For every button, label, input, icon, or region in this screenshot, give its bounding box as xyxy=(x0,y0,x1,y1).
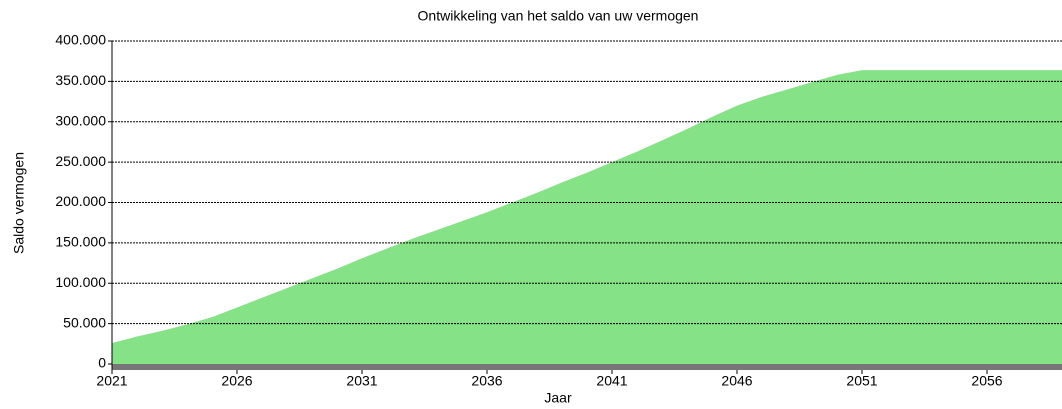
y-tick-label: 300.000 xyxy=(55,112,106,128)
y-tick-label: 350.000 xyxy=(55,72,106,88)
y-tick-label: 250.000 xyxy=(55,153,106,169)
x-tick-label: 2026 xyxy=(221,373,252,389)
chart-title: Ontwikkeling van het saldo van uw vermog… xyxy=(418,8,699,24)
y-tick-label: 100.000 xyxy=(55,274,106,290)
x-tick-label: 2021 xyxy=(96,373,127,389)
y-tick-label: 150.000 xyxy=(55,234,106,250)
x-axis-band xyxy=(112,364,1062,370)
x-tick-label: 2031 xyxy=(346,373,377,389)
x-tick-label: 2036 xyxy=(471,373,502,389)
x-tick-label: 2046 xyxy=(721,373,752,389)
x-tick-label: 2051 xyxy=(846,373,877,389)
x-tick-label: 2041 xyxy=(596,373,627,389)
area xyxy=(112,70,1062,364)
y-tick-label: 200.000 xyxy=(55,193,106,209)
y-tick-label: 50.000 xyxy=(63,314,106,330)
y-tick-label: 400.000 xyxy=(55,32,106,48)
y-tick-label: 0 xyxy=(98,355,106,371)
x-tick-label: 2056 xyxy=(971,373,1002,389)
x-axis-label: Jaar xyxy=(544,390,572,406)
y-axis-label: Saldo vermogen xyxy=(11,152,27,254)
